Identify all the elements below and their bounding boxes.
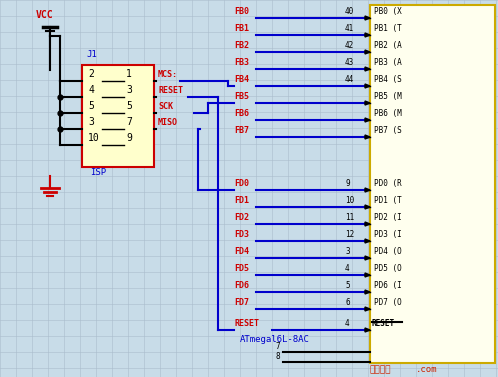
Text: PB6 (M: PB6 (M [374,109,402,118]
Text: FD2: FD2 [234,213,249,222]
Text: RESET: RESET [234,319,259,328]
Polygon shape [365,16,370,20]
Text: 3: 3 [345,247,350,256]
Text: FB2: FB2 [234,41,249,50]
Text: 12: 12 [345,230,354,239]
Text: PD4 (O: PD4 (O [374,247,402,256]
Text: 2: 2 [88,69,94,79]
Text: 5: 5 [345,281,350,290]
Polygon shape [365,118,370,122]
Text: MCS:: MCS: [158,70,178,79]
Text: PD1 (T: PD1 (T [374,196,402,205]
Text: PB5 (M: PB5 (M [374,92,402,101]
Text: FD6: FD6 [234,281,249,290]
Text: SCK: SCK [158,102,173,111]
Text: FB6: FB6 [234,109,249,118]
Text: 1: 1 [126,69,132,79]
Text: 9: 9 [345,179,350,188]
Text: 3: 3 [88,117,94,127]
Text: RESET: RESET [158,86,183,95]
Polygon shape [365,50,370,54]
Text: 10: 10 [345,196,354,205]
Text: PD7 (O: PD7 (O [374,298,402,307]
Text: 5: 5 [88,101,94,111]
Text: 7: 7 [126,117,132,127]
Text: 3: 3 [126,85,132,95]
Text: 43: 43 [345,58,354,67]
Bar [370,5,495,363]
Polygon shape [365,222,370,226]
Text: FD3: FD3 [234,230,249,239]
Text: 4: 4 [345,319,350,328]
Text: J1: J1 [86,50,97,59]
Polygon shape [365,101,370,105]
Text: ATmegal6L-8AC: ATmegal6L-8AC [240,335,310,344]
Polygon shape [365,239,370,243]
Text: FB7: FB7 [234,126,249,135]
Polygon shape [365,328,370,332]
Text: PD5 (O: PD5 (O [374,264,402,273]
Text: PB7 (S: PB7 (S [374,126,402,135]
Text: FD1: FD1 [234,196,249,205]
Text: FD5: FD5 [234,264,249,273]
Text: PD2 (I: PD2 (I [374,213,402,222]
Text: PD6 (I: PD6 (I [374,281,402,290]
Text: PD0 (R: PD0 (R [374,179,402,188]
Text: 44: 44 [345,75,354,84]
Polygon shape [365,67,370,71]
Text: PB3 (A: PB3 (A [374,58,402,67]
Text: 电子天下: 电子天下 [370,365,391,374]
Text: 42: 42 [345,41,354,50]
Text: ISP: ISP [90,168,106,177]
Text: FB0: FB0 [234,7,249,16]
Text: 9: 9 [126,133,132,143]
Polygon shape [365,135,370,139]
Polygon shape [365,256,370,260]
Text: .com: .com [416,365,438,374]
Text: FB3: FB3 [234,58,249,67]
Text: VCC: VCC [36,10,54,20]
Text: RESET: RESET [372,319,395,328]
Text: 41: 41 [345,24,354,33]
Text: PB4 (S: PB4 (S [374,75,402,84]
Polygon shape [365,290,370,294]
Polygon shape [365,205,370,209]
Text: FD0: FD0 [234,179,249,188]
Text: FD4: FD4 [234,247,249,256]
Text: 8: 8 [275,352,279,361]
Polygon shape [365,33,370,37]
Text: 4: 4 [88,85,94,95]
Polygon shape [365,273,370,277]
Polygon shape [365,84,370,88]
Text: FB5: FB5 [234,92,249,101]
Polygon shape [365,307,370,311]
Text: 7: 7 [275,342,279,351]
Text: 11: 11 [345,213,354,222]
Text: FB4: FB4 [234,75,249,84]
Text: FB1: FB1 [234,24,249,33]
Text: PD3 (I: PD3 (I [374,230,402,239]
Text: 5: 5 [126,101,132,111]
Text: 4: 4 [345,264,350,273]
Text: MISO: MISO [158,118,178,127]
Bar [82,65,154,167]
Text: 40: 40 [345,7,354,16]
Text: PB0 (X: PB0 (X [374,7,402,16]
Text: 6: 6 [345,298,350,307]
Text: PB2 (A: PB2 (A [374,41,402,50]
Polygon shape [365,188,370,192]
Text: 10: 10 [88,133,100,143]
Text: PB1 (T: PB1 (T [374,24,402,33]
Text: FD7: FD7 [234,298,249,307]
